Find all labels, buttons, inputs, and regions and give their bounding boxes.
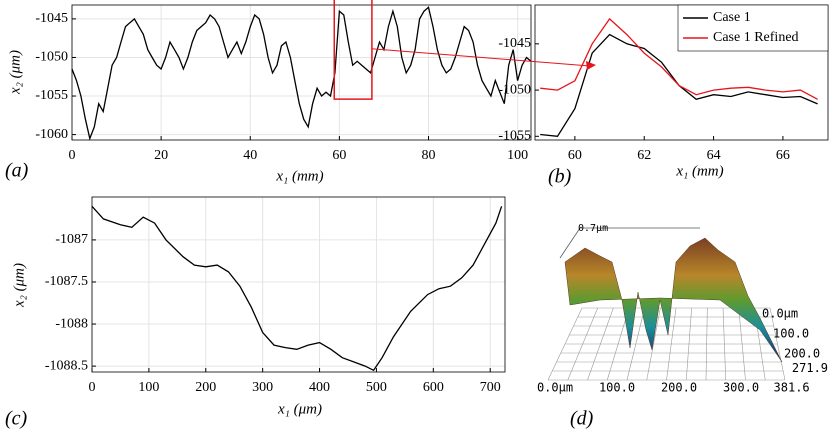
x-tick-label: 60: [332, 148, 346, 163]
y-tick-label: -1087.5: [45, 274, 88, 289]
y-tick-label: -1088.5: [45, 358, 88, 373]
z-tick-label: 0.7μm: [578, 223, 608, 234]
x-axis-label: x₁ (mm): [275, 168, 323, 184]
y-tick-label: 271.9: [792, 361, 828, 375]
y-tick-label: -1088: [55, 316, 88, 331]
x-tick-label: 600: [423, 380, 444, 395]
x-tick-label: 0: [89, 380, 96, 395]
x-tick-label: 66: [776, 148, 790, 163]
x-tick-label: 200.0: [661, 381, 697, 395]
plot-frame: [91, 196, 506, 373]
x-tick-label: 700: [480, 380, 501, 395]
surface: [564, 237, 783, 363]
x-tick-label: 60: [568, 148, 582, 163]
x-tick-label: 0.0μm: [537, 381, 573, 395]
y-tick-label: -1050: [498, 82, 531, 97]
data-line: [71, 6, 532, 141]
x-tick-label: 62: [637, 148, 651, 163]
plot-frame: [71, 4, 532, 141]
x-tick-label: 80: [422, 148, 436, 163]
x-tick-label: 500: [366, 380, 387, 395]
x-tick-label: 400: [309, 380, 330, 395]
x-tick-label: 20: [154, 148, 168, 163]
y-tick-label: -1055: [498, 129, 531, 144]
data-line: [540, 17, 818, 100]
legend-label: Case 1: [713, 10, 751, 25]
x-tick-label: 300: [252, 380, 273, 395]
x-tick-label: 40: [243, 148, 257, 163]
y-tick-label: -1055: [35, 88, 68, 103]
y-tick-label: 200.0: [784, 347, 820, 361]
x-axis-label: x₁ (μm): [277, 401, 322, 417]
legend-label: Case 1 Refined: [713, 30, 799, 45]
x-tick-label: 100: [138, 380, 159, 395]
x-tick-label: 64: [707, 148, 721, 163]
x-tick-label: 100: [507, 148, 528, 163]
data-line: [91, 205, 503, 372]
panel-label: (c): [5, 408, 28, 430]
x-axis-label: x₁ (mm): [675, 163, 723, 179]
surface-plot: 0.0μm 100.0 200.0 300.0 381.6 0.0μm 100.0 200.0…: [537, 223, 828, 395]
y-tick-label: -1087: [55, 232, 88, 247]
x-tick-label: 100.0: [599, 381, 635, 395]
zoom-box: [333, 0, 373, 100]
y-tick-label: -1045: [498, 36, 531, 51]
zoom-arrow: [371, 48, 591, 67]
arrow-head: [586, 61, 596, 70]
panel-label: (d): [570, 408, 594, 430]
y-tick-label: -1050: [35, 50, 68, 65]
y-tick-label: 0.0μm: [762, 307, 798, 321]
x-tick-label: 200: [195, 380, 216, 395]
y-tick-label: 100.0: [773, 327, 809, 341]
y-axis-label: x₂ (μm): [7, 50, 23, 95]
y-axis-label: x₂ (μm): [11, 263, 27, 308]
legend-box: [677, 4, 829, 52]
x-tick-label: 300.0: [723, 381, 759, 395]
x-tick-label: 381.6: [774, 381, 810, 395]
y-tick-label: -1060: [35, 127, 68, 142]
panel-label: (b): [548, 166, 572, 188]
x-tick-label: 0: [69, 148, 76, 163]
z-scale-line: [559, 227, 700, 259]
panel-label: (a): [5, 160, 29, 182]
y-tick-label: -1045: [35, 11, 68, 26]
